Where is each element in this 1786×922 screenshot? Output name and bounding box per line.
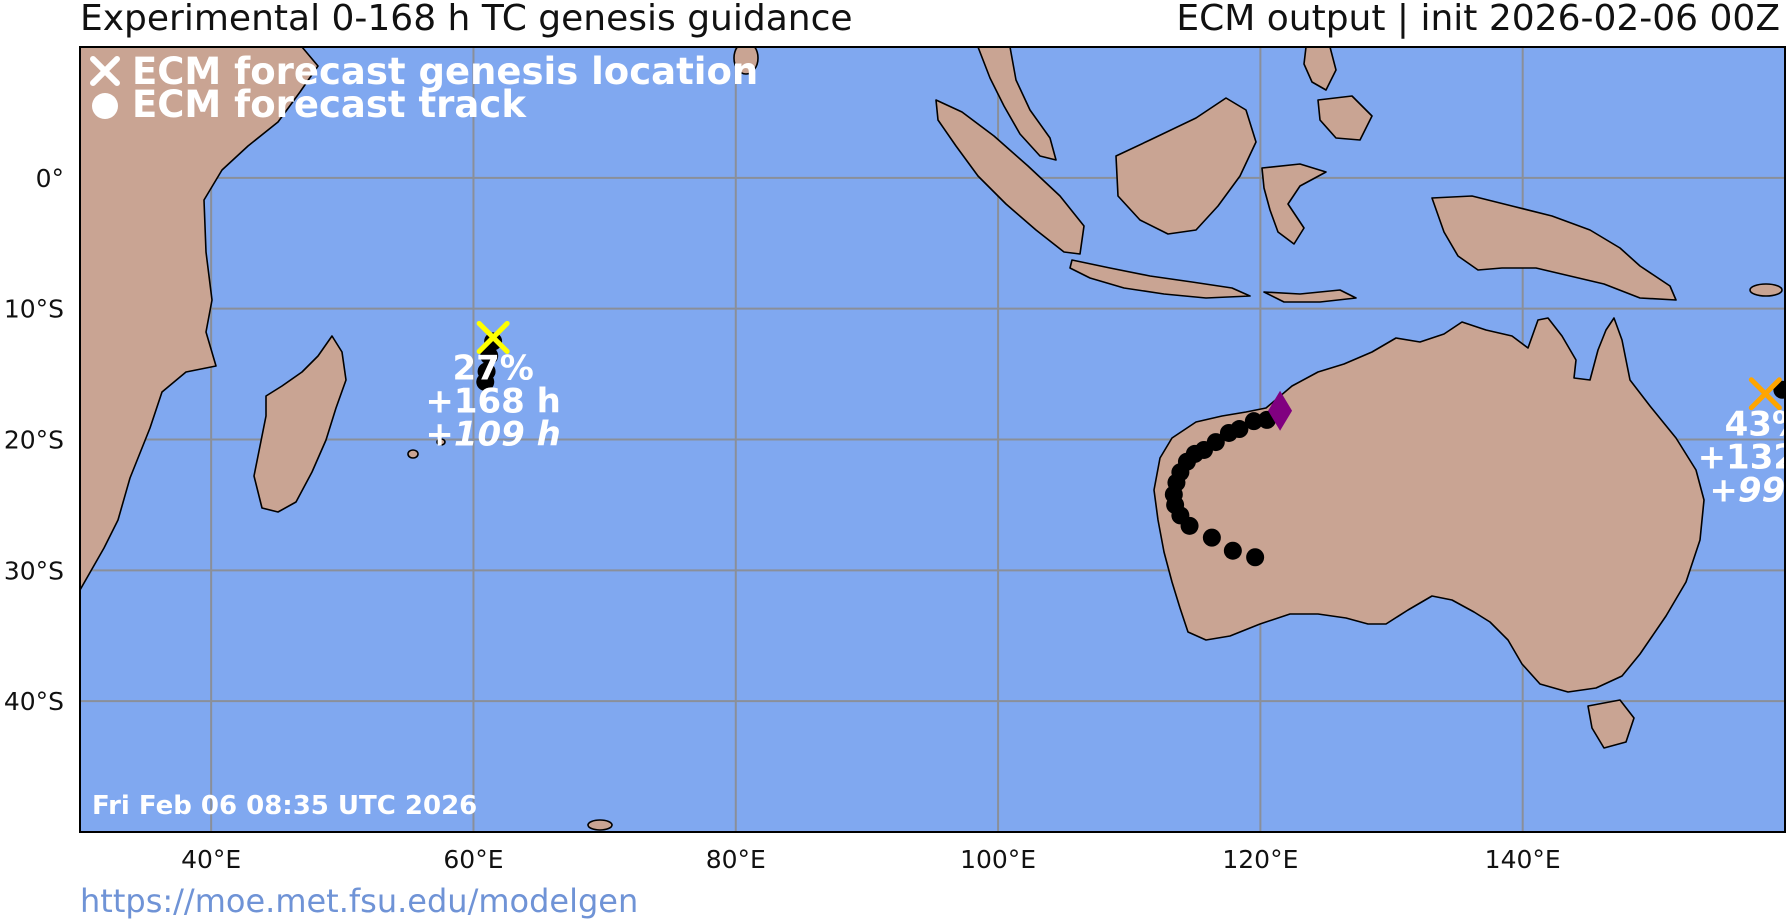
legend: ECM forecast genesis location ECM foreca…	[90, 50, 758, 126]
lat-tick-label: 0°	[36, 164, 64, 193]
land-small-island	[733, 47, 759, 75]
genesis-x-icon	[1748, 377, 1782, 411]
latitude-ticks: 0° 10°S 20°S 30°S 40°S	[4, 164, 64, 716]
legend-dot-icon	[92, 93, 118, 119]
track-point	[1246, 548, 1265, 567]
genesis-lead-time-secondary: +99 h	[1709, 471, 1786, 511]
land-sulawesi	[1261, 163, 1327, 245]
genesis-x-icon	[476, 320, 510, 354]
chart-title-right: ECM output | init 2026-02-06 00Z	[1176, 0, 1780, 39]
genesis-lead-time: +132 h	[1698, 438, 1786, 478]
track-point	[480, 346, 499, 365]
lat-tick-label: 30°S	[4, 556, 64, 585]
lat-tick-label: 40°S	[4, 687, 64, 716]
land-sumatra	[935, 99, 1085, 255]
land-madagascar	[253, 335, 347, 513]
land-lesser-sunda	[1263, 289, 1357, 303]
genesis-probability: 43%	[1725, 405, 1786, 445]
land-philippines	[1303, 47, 1337, 91]
chart-title-left: Experimental 0-168 h TC genesis guidance	[80, 0, 853, 39]
lon-tick-label: 80°E	[706, 845, 766, 874]
lon-tick-label: 140°E	[1485, 845, 1561, 874]
track-point	[1219, 423, 1238, 442]
land-borneo	[1115, 97, 1257, 235]
map-frame	[79, 46, 1786, 833]
land-small-island	[1749, 283, 1783, 297]
lat-tick-label: 10°S	[4, 295, 64, 324]
land-malay-peninsula	[977, 47, 1057, 161]
lon-tick-label: 40°E	[181, 845, 241, 874]
genesis-probability: 27%	[452, 348, 533, 388]
legend-genesis-label: ECM forecast genesis location	[132, 50, 758, 93]
longitude-ticks: 40°E 60°E 80°E 100°E 120°E 140°E	[181, 845, 1561, 874]
land-small-island	[436, 438, 446, 446]
track-point	[1244, 412, 1263, 431]
genesis-lead-time: +168 h	[425, 381, 561, 421]
source-url-link[interactable]: https://moe.met.fsu.edu/modelgen	[80, 882, 639, 920]
genesis-markers	[476, 320, 1782, 431]
land-small-island	[587, 819, 613, 831]
land-small-island	[407, 449, 419, 459]
track-point	[1180, 516, 1199, 535]
lon-tick-label: 120°E	[1222, 845, 1298, 874]
track-point	[1223, 541, 1242, 560]
storm-tracks	[476, 332, 1785, 567]
storm-annotations: 27%+168 h+109 h 43%+132 h+99 h	[425, 348, 1786, 511]
legend-x-icon	[90, 56, 120, 86]
track-point	[1202, 528, 1221, 547]
lon-tick-label: 100°E	[960, 845, 1036, 874]
land-java	[1069, 259, 1251, 299]
land-mindanao	[1317, 95, 1373, 141]
lon-tick-label: 60°E	[443, 845, 503, 874]
genesis-lead-time-secondary: +109 h	[425, 414, 561, 454]
track-point	[476, 372, 495, 391]
diamond-marker	[1268, 390, 1293, 431]
timestamp: Fri Feb 06 08:35 UTC 2026	[92, 791, 477, 821]
land-new-guinea	[1431, 195, 1677, 301]
land-africa	[80, 47, 319, 591]
track-point	[484, 332, 503, 351]
legend-track-label: ECM forecast track	[132, 83, 527, 126]
land-tasmania	[1587, 699, 1635, 749]
lat-tick-label: 20°S	[4, 426, 64, 455]
